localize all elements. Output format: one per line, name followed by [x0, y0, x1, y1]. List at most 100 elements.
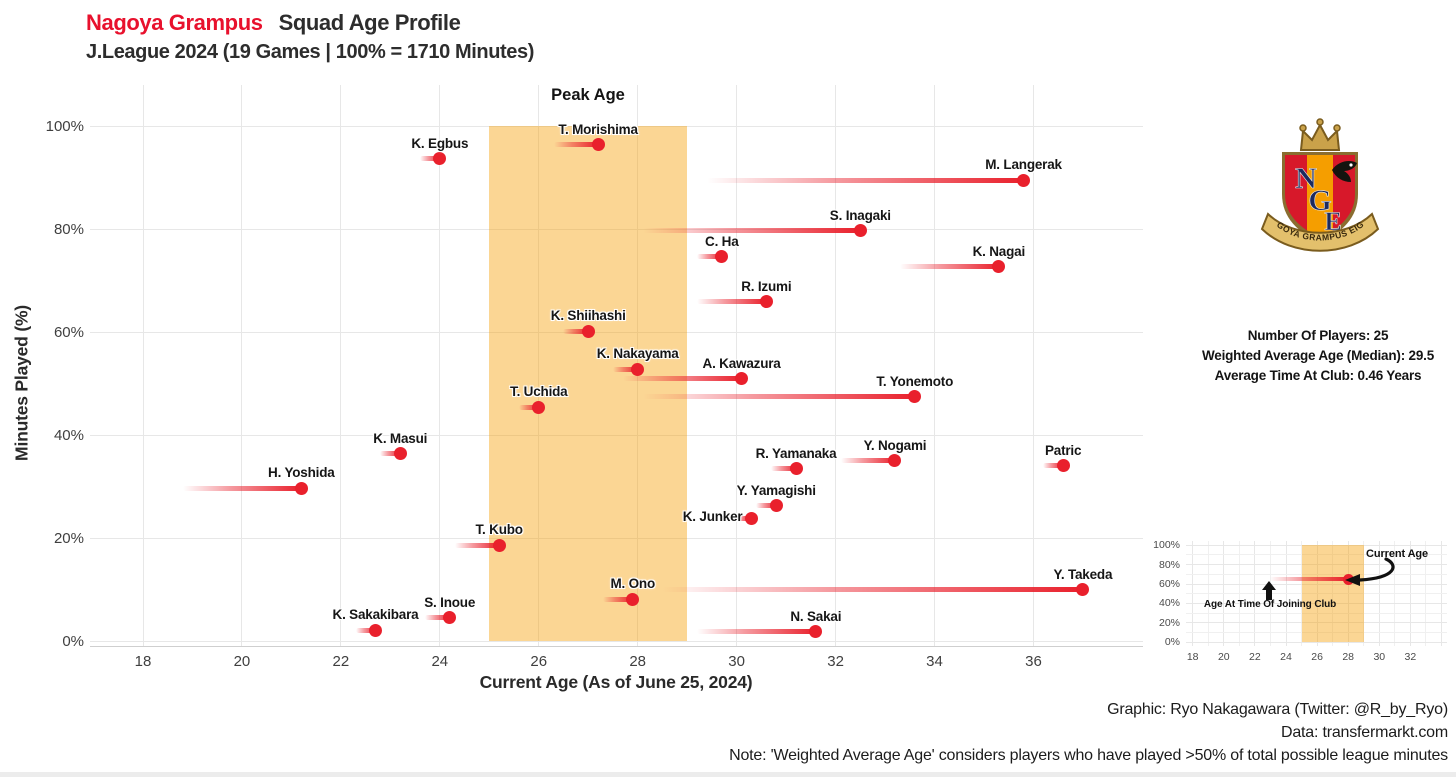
inset-x-tick-label: 20 [1217, 651, 1230, 663]
x-tick-label: 28 [629, 653, 647, 670]
player-dot [294, 481, 308, 495]
x-tick-label: 32 [827, 653, 844, 670]
player-dot [631, 362, 645, 376]
stat-average-time-at-club: Average Time At Club: 0.46 Years [1214, 368, 1422, 383]
inset-gridline-h [1186, 544, 1447, 546]
inset-gridline-h [1186, 573, 1447, 575]
player-label: S. Inagaki [829, 207, 891, 223]
player-label: R. Yamanaka [755, 445, 837, 461]
inset-example-tail [1270, 577, 1349, 582]
inset-x-tick-label: 26 [1311, 651, 1323, 663]
player-label: C. Ha [705, 233, 739, 249]
player-dot [853, 224, 867, 238]
player-dot [759, 295, 773, 309]
player-tenure-tail [706, 177, 1024, 183]
player-dot [908, 390, 922, 404]
gridline-h [90, 125, 1143, 127]
gridline-v [142, 85, 144, 647]
player-tenure-tail [563, 328, 589, 334]
player-tenure-tail [424, 615, 450, 621]
player-tenure-tail [612, 366, 638, 372]
x-axis-line [90, 646, 1143, 647]
gridline-h [90, 228, 1143, 230]
player-dot [888, 454, 902, 468]
gridline-v [340, 85, 342, 647]
club-crest: N G E NAGOYA GRAMPUS EIGHT [1254, 118, 1380, 252]
bottom-edge [0, 772, 1456, 777]
inset-gridline-h [1186, 593, 1447, 595]
player-tenure-tail [697, 254, 722, 260]
y-tick-label: 100% [45, 118, 84, 135]
player-label: Patric [1044, 442, 1082, 458]
player-tenure-tail [771, 466, 796, 472]
y-axis-title: Minutes Played (%) [11, 305, 32, 461]
player-label: K. Sakakibara [332, 607, 419, 623]
player-label: S. Inoue [424, 594, 476, 610]
x-tick-label: 24 [431, 653, 449, 670]
player-tenure-tail [603, 596, 633, 602]
player-tenure-tail [1043, 463, 1064, 469]
inset-current-age-label: Current Age [1366, 548, 1429, 560]
player-label: K. Shiihashi [550, 308, 626, 324]
gridline-h [90, 537, 1143, 539]
player-label: Y. Yamagishi [736, 482, 816, 498]
x-axis-title: Current Age (As of June 25, 2024) [479, 672, 753, 692]
player-dot [443, 611, 457, 625]
x-tick-label: 20 [233, 653, 251, 670]
inset-gridline-h [1186, 583, 1447, 585]
credit-note: Note: 'Weighted Average Age' considers p… [729, 747, 1448, 764]
player-label: R. Izumi [741, 278, 792, 294]
player-label: Y. Takeda [1053, 566, 1113, 582]
player-tenure-tail [840, 458, 895, 464]
player-tenure-tail [622, 376, 742, 382]
inset-gridline-h [1186, 554, 1447, 556]
gridline-v [835, 85, 837, 647]
y-tick-label: 40% [53, 427, 84, 444]
player-dot [591, 138, 605, 152]
svg-text:E: E [1324, 207, 1341, 236]
player-dot [1076, 583, 1090, 596]
page-title: Nagoya Grampus Squad Age Profile [86, 10, 461, 36]
player-dot [492, 538, 506, 552]
player-tenure-tail [355, 627, 376, 633]
peak-age-band-label: Peak Age [551, 86, 625, 104]
player-tenure-tail [454, 542, 500, 548]
player-tenure-tail [642, 394, 915, 400]
curved-arrow-icon [1345, 557, 1395, 586]
player-label: A. Kawazura [702, 355, 781, 371]
player-dot [433, 152, 447, 166]
player-dot [715, 250, 729, 264]
inset-peak-age-band [1301, 545, 1364, 643]
player-tenure-tail [420, 156, 440, 162]
player-label: K. Junker [682, 509, 743, 525]
inset-y-tick-label: 40% [1158, 597, 1180, 610]
player-label: H. Yoshida [268, 465, 335, 481]
player-dot [809, 625, 823, 639]
y-tick-label: 20% [53, 530, 84, 547]
inset-y-tick-label: 60% [1158, 578, 1180, 591]
player-dot [1056, 459, 1070, 473]
inset-y-tick-label: 20% [1158, 616, 1180, 629]
player-label: K. Egbus [411, 135, 469, 151]
stat-number-of-players: Number Of Players: 25 [1247, 328, 1389, 343]
crest-orca-icon [1332, 161, 1357, 182]
player-tenure-tail [899, 264, 999, 270]
inset-x-tick-label: 18 [1186, 651, 1199, 663]
player-label: K. Nakayama [596, 346, 679, 362]
x-tick-label: 18 [134, 653, 152, 670]
player-dot [744, 511, 758, 525]
player-label: M. Langerak [985, 157, 1062, 173]
player-dot [369, 623, 382, 637]
inset-gridline-h [1186, 641, 1447, 643]
credit-data-source: Data: transfermarkt.com [1280, 724, 1448, 741]
stat-weighted-average-age: Weighted Average Age (Median): 29.5 [1201, 348, 1435, 363]
player-tenure-tail [697, 629, 816, 635]
gridline-v [736, 85, 738, 647]
inset-y-tick-label: 80% [1158, 558, 1180, 571]
svg-text:N: N [1295, 162, 1317, 195]
gridline-v [241, 85, 243, 647]
inset-x-tick-label: 30 [1373, 651, 1386, 663]
inset-joined-age-label: Age At Time Of Joining Club [1203, 599, 1337, 610]
crest-crown [1299, 118, 1341, 151]
player-dot [735, 372, 749, 386]
